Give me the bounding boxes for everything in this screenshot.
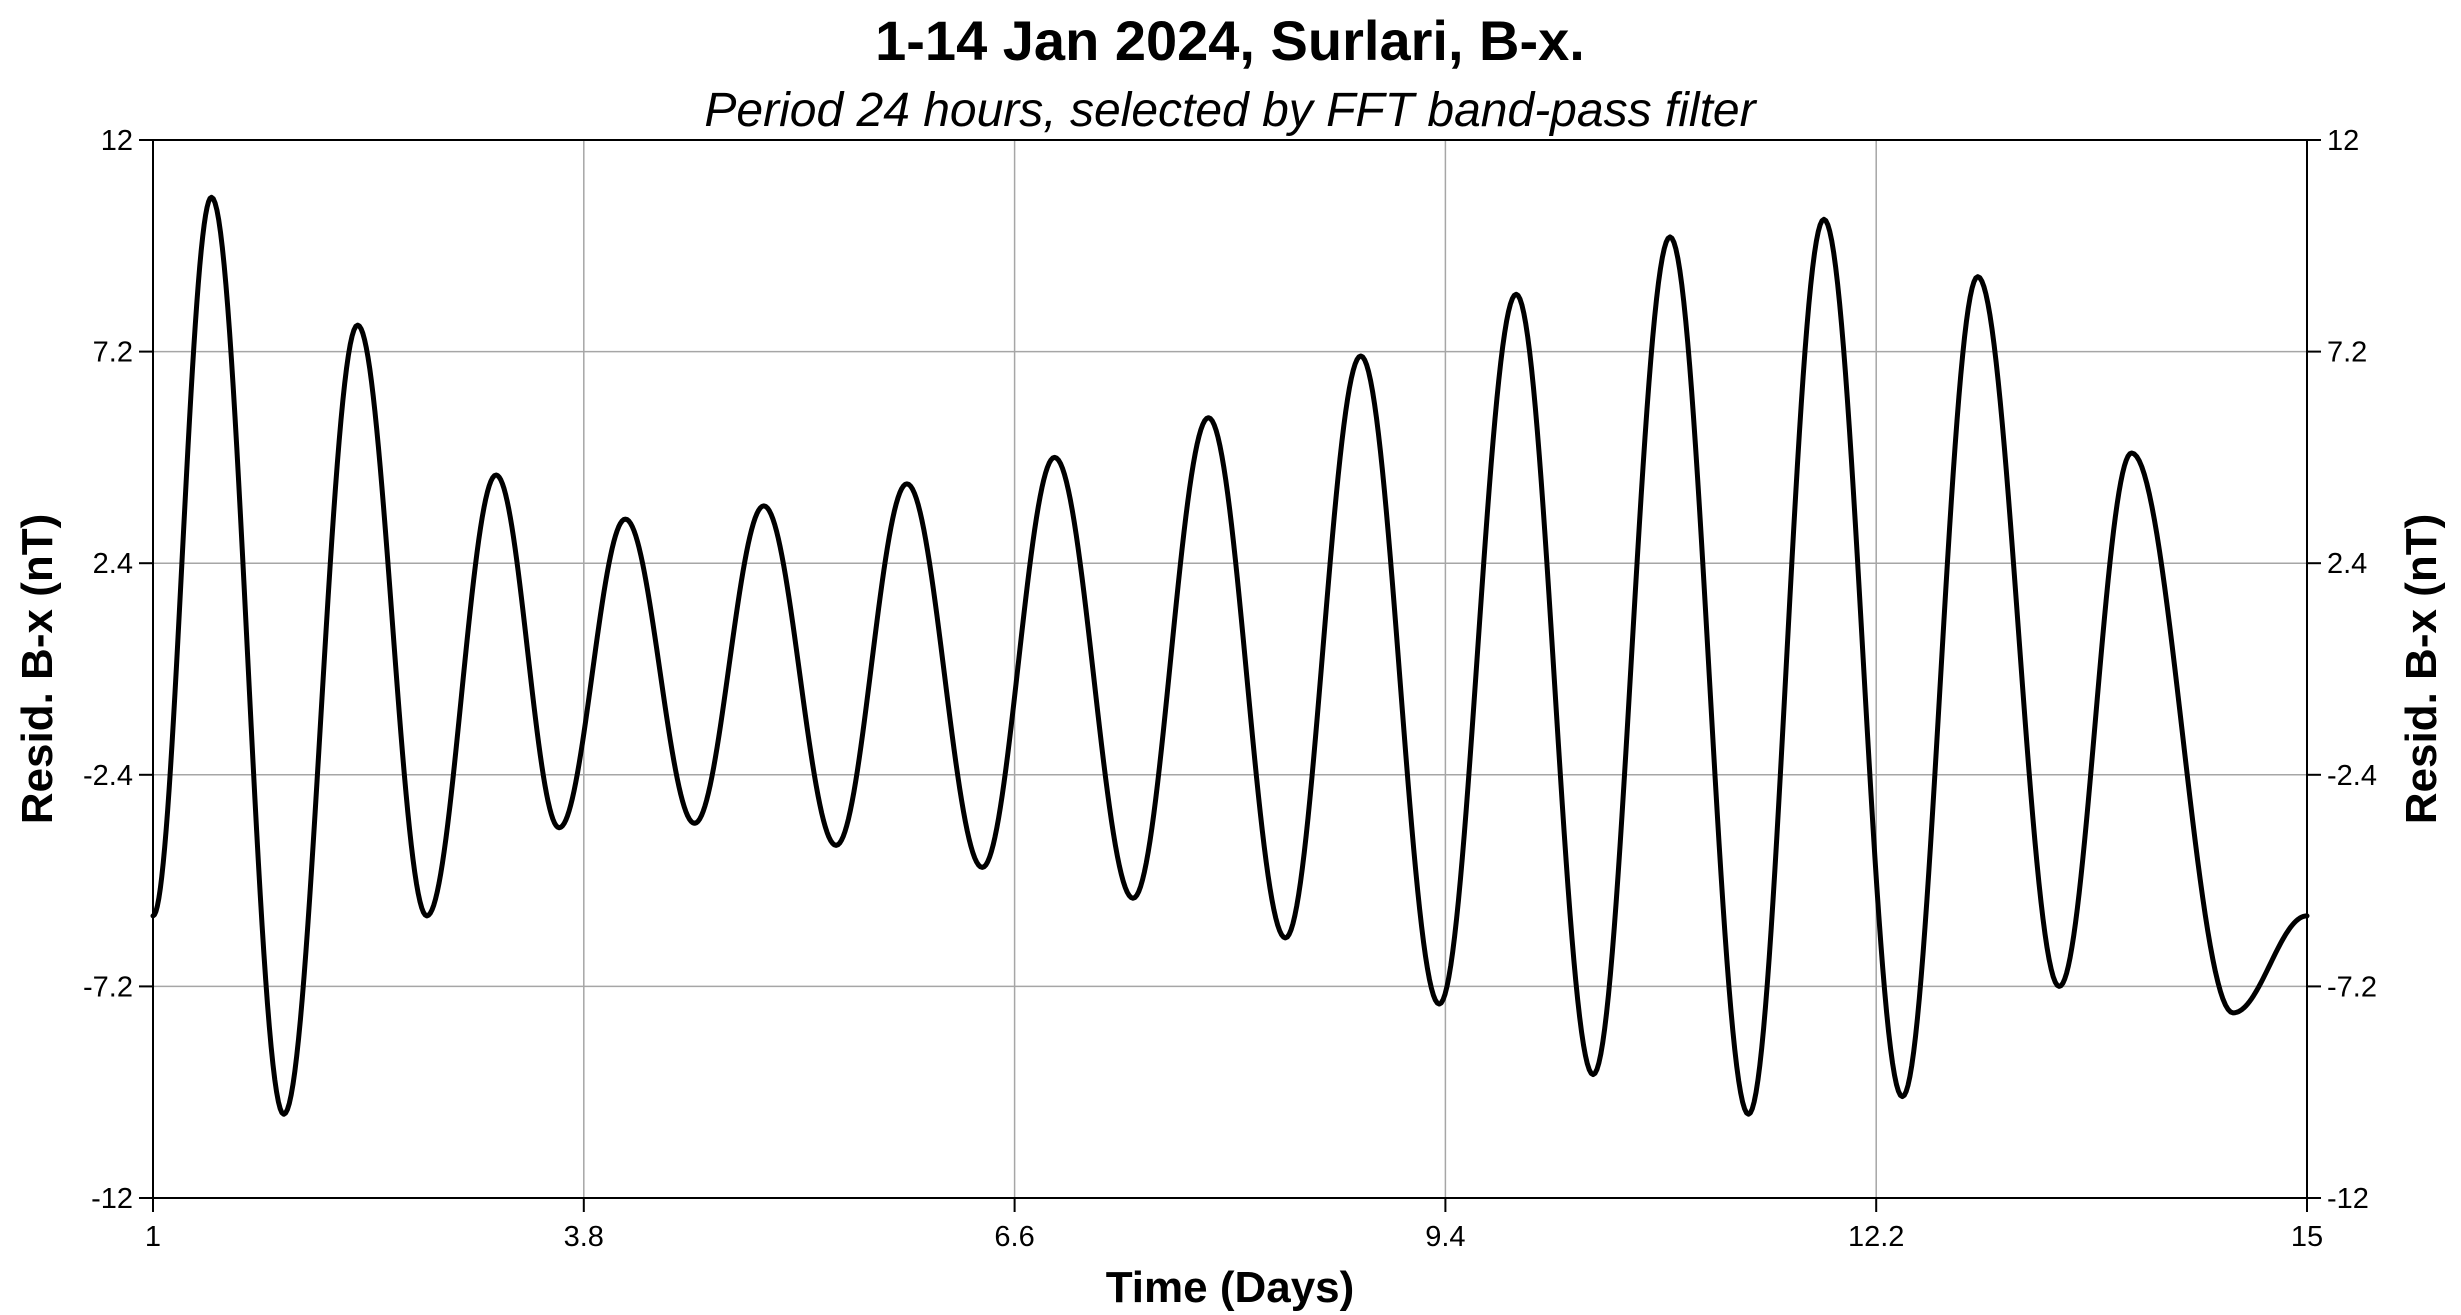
series-layer — [150, 194, 2310, 1117]
y-tick-label-left: 2.4 — [93, 548, 133, 580]
x-tick-label: 1 — [145, 1221, 161, 1253]
y-tick-label-left: 7.2 — [93, 337, 133, 369]
y-tick-label-right: -12 — [2327, 1183, 2369, 1215]
y-tick-label-right: 2.4 — [2327, 548, 2367, 580]
x-axis-label: Time (Days) — [1106, 1263, 1355, 1312]
y-axis-label-left: Resid. B-x (nT) — [13, 514, 62, 824]
x-tick-label: 6.6 — [994, 1221, 1034, 1253]
y-axis-label-right: Resid. B-x (nT) — [2397, 514, 2446, 824]
plot-frame — [152, 139, 2308, 1199]
series-line — [150, 194, 2310, 1117]
axis-ticks: 1 3.8 6.6 9.4 12.2 15 12 12 7.2 7.2 2.4 2.4 -2.4 -2.4… — [83, 125, 2377, 1253]
y-tick-label-right: -2.4 — [2327, 760, 2377, 792]
gridlines — [153, 140, 2307, 1198]
x-tick-label: 3.8 — [564, 1221, 604, 1253]
x-tick-label: 15 — [2291, 1221, 2323, 1253]
y-tick-label-right: 12 — [2327, 125, 2359, 157]
x-tick-label: 9.4 — [1425, 1221, 1465, 1253]
chart-title: 1-14 Jan 2024, Surlari, B-x. — [875, 9, 1585, 72]
y-tick-label-left: -12 — [91, 1183, 133, 1215]
y-tick-label-left: -2.4 — [83, 760, 133, 792]
y-tick-label-right: 7.2 — [2327, 337, 2367, 369]
chart-subtitle: Period 24 hours, selected by FFT band-pa… — [704, 84, 1757, 137]
y-tick-label-right: -7.2 — [2327, 971, 2377, 1003]
x-tick-label: 12.2 — [1848, 1221, 1904, 1253]
y-tick-label-left: -7.2 — [83, 971, 133, 1003]
y-tick-label-left: 12 — [101, 125, 133, 157]
